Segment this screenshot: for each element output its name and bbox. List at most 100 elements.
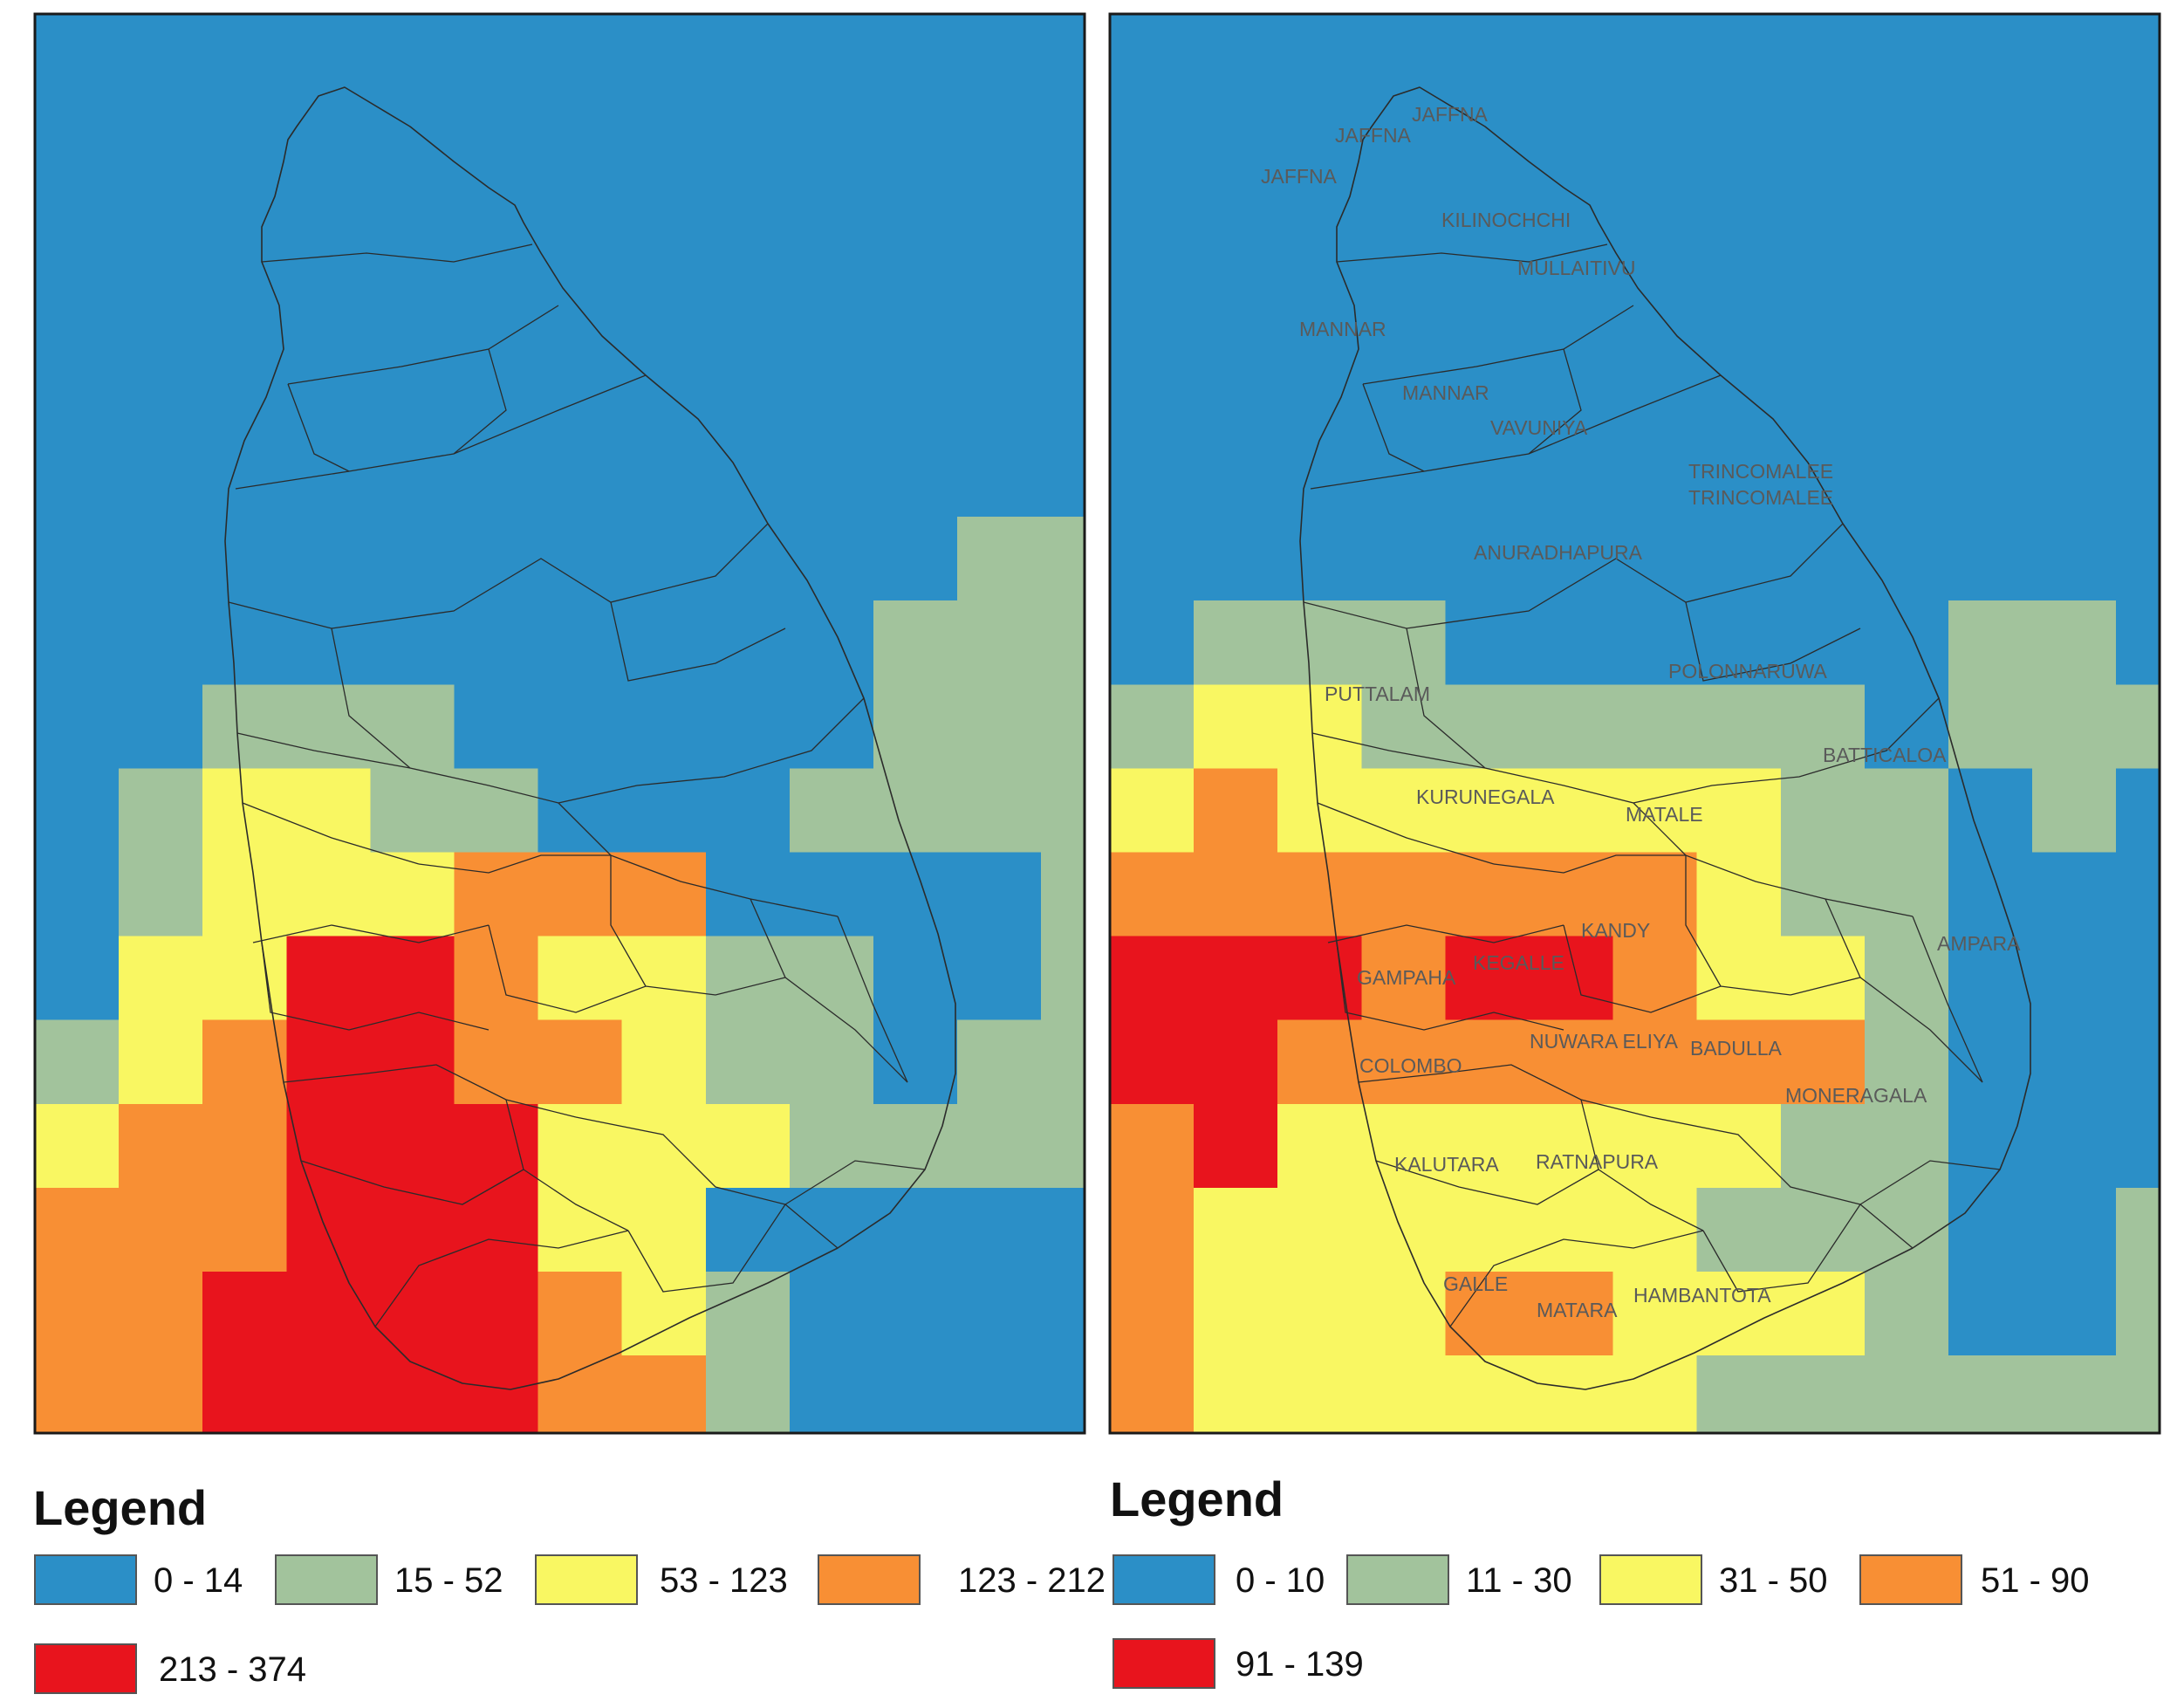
right-grid-cell [1529, 600, 1614, 686]
district-boundary [283, 1064, 577, 1118]
left-grid-cell [873, 14, 959, 99]
left-grid-cell [454, 1272, 539, 1357]
left-grid-cell [286, 517, 372, 602]
district-boundary [331, 628, 612, 856]
left-grid-cell [35, 1103, 120, 1189]
right-grid-cell [1529, 1019, 1614, 1105]
left-grid-cell [119, 1187, 204, 1272]
left-grid-cell [789, 1355, 874, 1433]
right-grid-cell [1445, 433, 1530, 518]
district-boundary [558, 697, 865, 804]
left-grid-cell [789, 936, 874, 1021]
right-grid-cell [1696, 14, 1782, 99]
right-grid-cell [1612, 433, 1698, 518]
left-grid-cell [957, 936, 1043, 1021]
right-grid-cell [1445, 600, 1530, 686]
left-grid-cell [119, 264, 204, 350]
left-grid-cell [621, 264, 707, 350]
right-grid-cell [1864, 1019, 1949, 1105]
right-grid-cell [1780, 684, 1866, 770]
left-grid-cell [621, 768, 707, 854]
right-grid-cell [1277, 1019, 1363, 1105]
left-grid-cell [119, 433, 204, 518]
right-grid-cell [2032, 1187, 2118, 1272]
legend-range-label: 0 - 10 [1236, 1561, 1325, 1600]
right-grid-cell [1361, 433, 1447, 518]
left-grid-cell [705, 181, 791, 266]
district-boundary [1702, 1204, 1914, 1293]
right-grid-cell [1780, 1272, 1866, 1357]
left-grid-cell [370, 936, 455, 1021]
legend-swatch [1113, 1638, 1215, 1689]
right-grid-cell [1696, 1355, 1782, 1433]
left-grid-cell [370, 433, 455, 518]
district-label: PUTTALAM [1325, 683, 1430, 705]
left-grid-cell [35, 768, 120, 854]
right-grid-cell [1361, 348, 1447, 434]
right-grid-cell [1110, 433, 1195, 518]
legend-range-label: 0 - 14 [154, 1561, 243, 1600]
left-grid-cell [957, 1187, 1043, 1272]
right-grid-cell [2032, 14, 2118, 99]
left-grid-cell [35, 517, 120, 602]
right-grid-cell [1445, 936, 1530, 1021]
left-map-frame [33, 12, 1086, 1435]
left-grid-cell [873, 936, 959, 1021]
right-grid-cell [1530, 1439, 1614, 1524]
right-grid-cell [1445, 1439, 1530, 1524]
right-grid-cell [2116, 348, 2160, 434]
district-boundary [610, 601, 786, 682]
right-grid-cell [1612, 936, 1698, 1021]
left-grid-cell [454, 433, 539, 518]
right-grid-cell [1445, 181, 1530, 266]
right-grid-cell [1780, 97, 1866, 182]
district-boundary [1685, 855, 1722, 987]
left-grid-cell [202, 14, 288, 99]
district-label: MANNAR [1402, 381, 1489, 404]
left-grid-cell [286, 1272, 372, 1357]
left-grid-cell [789, 181, 874, 266]
left-grid-cell [286, 14, 372, 99]
left-grid-cell [957, 433, 1043, 518]
right-grid-cell [1529, 852, 1614, 937]
right-grid-cell [1612, 600, 1698, 686]
left-grid-cell [202, 1103, 288, 1189]
left-grid-cell [957, 264, 1043, 350]
district-boundary [1449, 1230, 1704, 1327]
right-grid-cell [1864, 181, 1949, 266]
right-grid-cell [1361, 264, 1447, 350]
left-grid-cell [370, 1019, 455, 1105]
legend-range-label: 91 - 139 [1236, 1645, 1364, 1684]
right-grid-cell [1277, 517, 1363, 602]
left-grid-cell [1041, 14, 1085, 99]
right-grid-cell [1194, 181, 1279, 266]
right-grid-cell [2116, 264, 2160, 350]
left-grid-cell [370, 768, 455, 854]
right-district-boundaries [1303, 244, 2001, 1327]
left-grid-cell [119, 517, 204, 602]
left-grid-cell [454, 852, 539, 937]
right-grid-cell [1696, 433, 1782, 518]
right-grid-cell [1361, 1439, 1446, 1524]
right-grid-cell [1948, 264, 2034, 350]
district-boundary [1825, 898, 1861, 978]
district-boundary [287, 305, 559, 385]
left-grid-cell [454, 1187, 539, 1272]
left-grid-cell [537, 181, 623, 266]
district-label: JAFFNA [1412, 103, 1489, 126]
right-grid-cell [1277, 600, 1363, 686]
right-grid-cell [1445, 14, 1530, 99]
right-grid-cell [1110, 1187, 1195, 1272]
right-grid-cell [1361, 97, 1447, 182]
left-grid-cell [1041, 517, 1085, 602]
district-label: BADULLA [1690, 1037, 1782, 1060]
left-grid-cell [705, 1019, 791, 1105]
right-grid-cell [1612, 97, 1698, 182]
left-grid-cell [119, 768, 204, 854]
right-grid-cell [1529, 936, 1614, 1021]
left-grid-cell [119, 1019, 204, 1105]
left-grid-cell [537, 97, 623, 182]
left-grid-cell [537, 600, 623, 686]
left-grid-cell [454, 517, 539, 602]
left-grid-cell [370, 348, 455, 434]
